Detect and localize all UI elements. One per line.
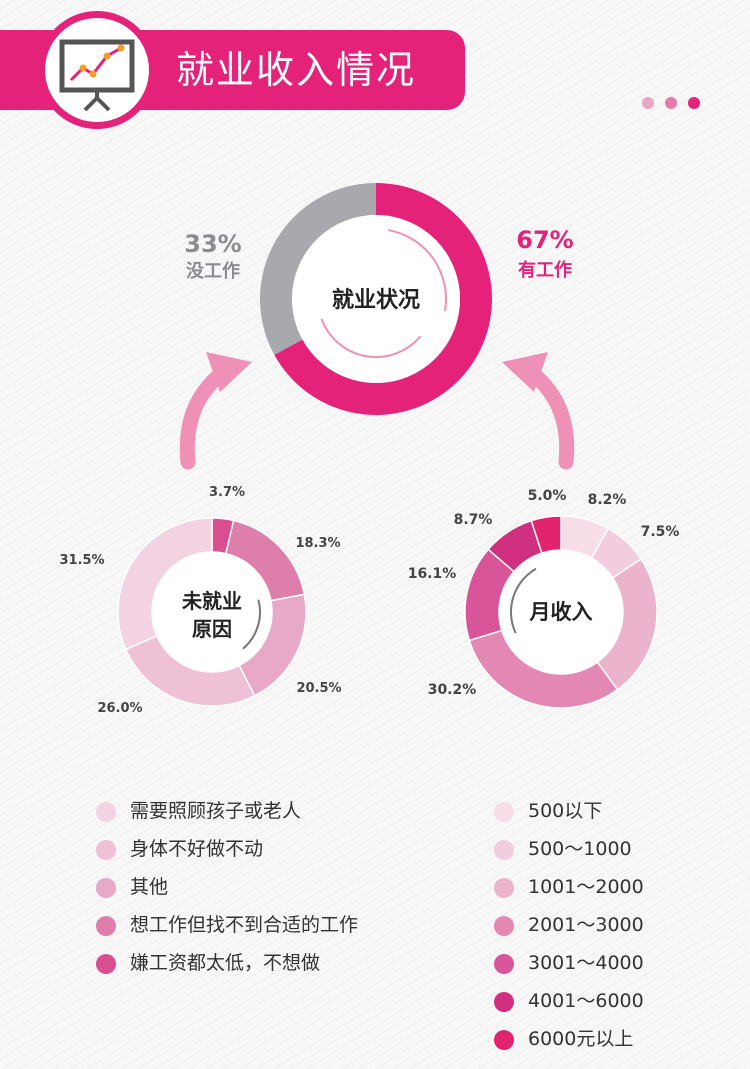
income-center-label: 月收入 [529,600,593,624]
income-legend-label: 2001～3000 [528,914,644,936]
right-arrow-head [502,352,548,392]
income-data-label-4: 30.2% [428,682,477,698]
reasons-legend-swatch [96,840,116,860]
employment-center [292,215,460,383]
employment-slice-2 [259,183,376,355]
dot-1 [642,97,654,109]
income-legend-label: 6000元以上 [528,1028,634,1050]
employment-inner-arc-2 [320,318,422,358]
income-data-label-5: 16.1% [408,566,457,582]
employed-label: 有工作 [518,259,572,281]
employment-slice-1 [274,183,492,415]
income-legend-swatch [494,954,514,974]
employment-center-label: 就业状况 [332,287,420,313]
income-legend-label: 500～1000 [528,838,632,860]
charts-canvas: 就业状况 67% 有工作 33%没工作 3.7% 18.3% 20.5% 26.0% 31.5… [59,183,680,716]
reasons-legend-swatch [96,878,116,898]
reasons-legend-label: 需要照顾孩子或老人 [130,800,302,822]
reasons-data-label-2: 18.3% [295,536,340,551]
income-inner-arc [510,567,537,634]
unemployed-percent: 33% [184,230,241,258]
income-legend-label: 500以下 [528,800,603,822]
income-data-label-2: 7.5% [641,524,680,540]
reasons-center-label-1: 未就业 [182,589,242,613]
reasons-legend-swatch [96,954,116,974]
income-center [499,550,623,674]
reasons-center-label-2: 原因 [192,617,232,641]
flow-arrows [179,352,575,470]
left-arrow-head [206,352,252,392]
title-badge [38,11,156,129]
reasons-legend-swatch [96,916,116,936]
reasons-data-label-1: 3.7% [209,485,245,500]
income-legend-swatch [494,1030,514,1050]
income-legend-swatch [494,840,514,860]
unemployed-label: 没工作 [186,260,240,282]
presentation-chart-icon [59,39,135,112]
employment-inner-arc-1 [387,229,447,312]
income-legend-label: 4001～6000 [528,990,644,1012]
income-legend-swatch [494,878,514,898]
dot-2 [665,97,677,109]
income-legend-swatch [494,992,514,1012]
reasons-data-label-3: 20.5% [296,681,341,696]
reasons-legend-label: 其他 [130,876,169,898]
reasons-legend-label: 身体不好做不动 [130,838,264,860]
income-legend-label: 3001～4000 [528,952,644,974]
income-legend-label: 1001～2000 [528,876,644,898]
income-data-label-7: 5.0% [528,488,567,504]
reasons-center [152,552,272,672]
dot-3 [688,97,700,109]
employment-donut: 就业状况 67% 有工作 33%没工作 [184,183,574,415]
income-legend-swatch [494,916,514,936]
reasons-data-label-4: 26.0% [97,701,142,716]
page-title: 就业收入情况 [176,48,417,92]
reasons-inner-arc [242,599,261,650]
reasons-legend-label: 想工作但找不到合适的工作 [130,914,359,936]
income-data-label-6: 8.7% [454,512,493,528]
employed-percent: 67% [516,226,573,254]
reasons-legend-label: 嫌工资都太低，不想做 [130,952,321,974]
monthly-income-donut: 8.2% 7.5% 30.2% 16.1% 8.7% 5.0% 月收入 [408,488,680,709]
income-legend-swatch [494,802,514,822]
reasons-legend-swatch [96,802,116,822]
reasons-data-label-5: 31.5% [59,553,104,568]
income-data-label-1: 8.2% [588,492,627,508]
